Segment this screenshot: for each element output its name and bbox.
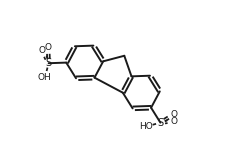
Text: S: S <box>157 118 163 128</box>
Text: S: S <box>46 58 52 68</box>
Text: O: O <box>170 110 177 119</box>
Text: O: O <box>170 116 177 126</box>
Text: OH: OH <box>38 73 52 82</box>
Text: O: O <box>39 46 46 55</box>
Text: HO: HO <box>139 122 153 131</box>
Text: O: O <box>44 43 52 52</box>
